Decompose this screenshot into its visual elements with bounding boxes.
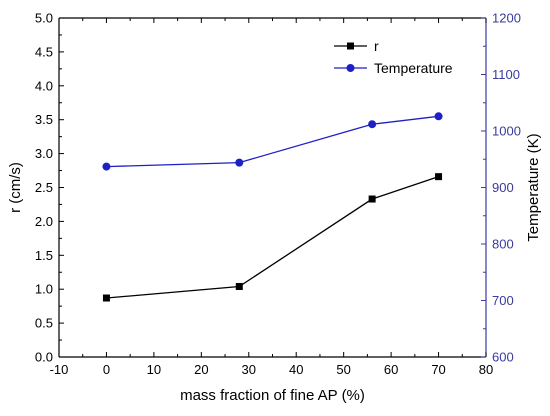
x-tick-label: -10: [50, 362, 69, 377]
y-tick-label: 2.5: [35, 180, 53, 195]
legend-marker-square: [347, 42, 354, 50]
x-tick-label: 60: [384, 362, 398, 377]
x-tick-label: 0: [103, 362, 110, 377]
legend-label: Temperature: [374, 60, 453, 76]
y-tick-label: 1.5: [35, 248, 53, 263]
y-tick-label: 2.0: [35, 214, 53, 229]
y-tick-label: 5.0: [35, 11, 53, 26]
legend-marker-circle: [346, 64, 355, 72]
y2-tick-label: 700: [492, 293, 514, 308]
x-tick-label: 80: [479, 362, 493, 377]
y-tick-label: 4.0: [35, 78, 53, 93]
x-tick-label: 10: [147, 362, 161, 377]
y-tick-label: 3.0: [35, 146, 53, 161]
y-tick-label: 4.5: [35, 44, 53, 59]
series-line-temperature: [106, 115, 439, 168]
y2-tick-label: 1000: [492, 124, 521, 139]
x-tick-label: 20: [194, 362, 208, 377]
data-point-r: [102, 294, 110, 302]
y2-tick-label: 600: [492, 350, 514, 365]
y2-tick-label: 900: [492, 180, 514, 195]
x-axis-title: mass fraction of fine AP (%): [180, 387, 365, 404]
y-tick-label: 0.5: [35, 316, 53, 331]
y2-tick-label: 1200: [492, 11, 521, 26]
y-tick-label: 3.5: [35, 112, 53, 127]
series-line-r: [106, 176, 439, 299]
y2-axis-title: Temperature (K): [525, 133, 542, 241]
x-tick-label: 50: [336, 362, 350, 377]
data-point-r: [435, 173, 443, 181]
y-tick-label: 0.0: [35, 350, 53, 365]
y-axis-title: r (cm/s): [7, 162, 24, 213]
legend-label: r: [374, 38, 379, 54]
axes-layer: -10 0 10 20 30 40 50 60 70 80 0.0 0.5 1.0 1.5 2.0 2.5 3.…: [35, 11, 521, 378]
data-point-temperature: [102, 162, 111, 171]
data-point-temperature: [368, 120, 377, 129]
y2-tick-label: 1100: [492, 67, 520, 82]
data-point-r: [368, 195, 376, 203]
legend: r Temperature: [334, 38, 453, 76]
data-point-r: [235, 282, 243, 290]
data-point-temperature: [434, 112, 443, 121]
x-tick-label: 40: [289, 362, 303, 377]
y-tick-label: 1.0: [35, 282, 53, 297]
x-tick-label: 30: [242, 362, 256, 377]
data-point-temperature: [235, 158, 244, 167]
y2-tick-label: 800: [492, 237, 514, 252]
x-tick-label: 70: [431, 362, 445, 377]
series-layer: [102, 112, 443, 302]
